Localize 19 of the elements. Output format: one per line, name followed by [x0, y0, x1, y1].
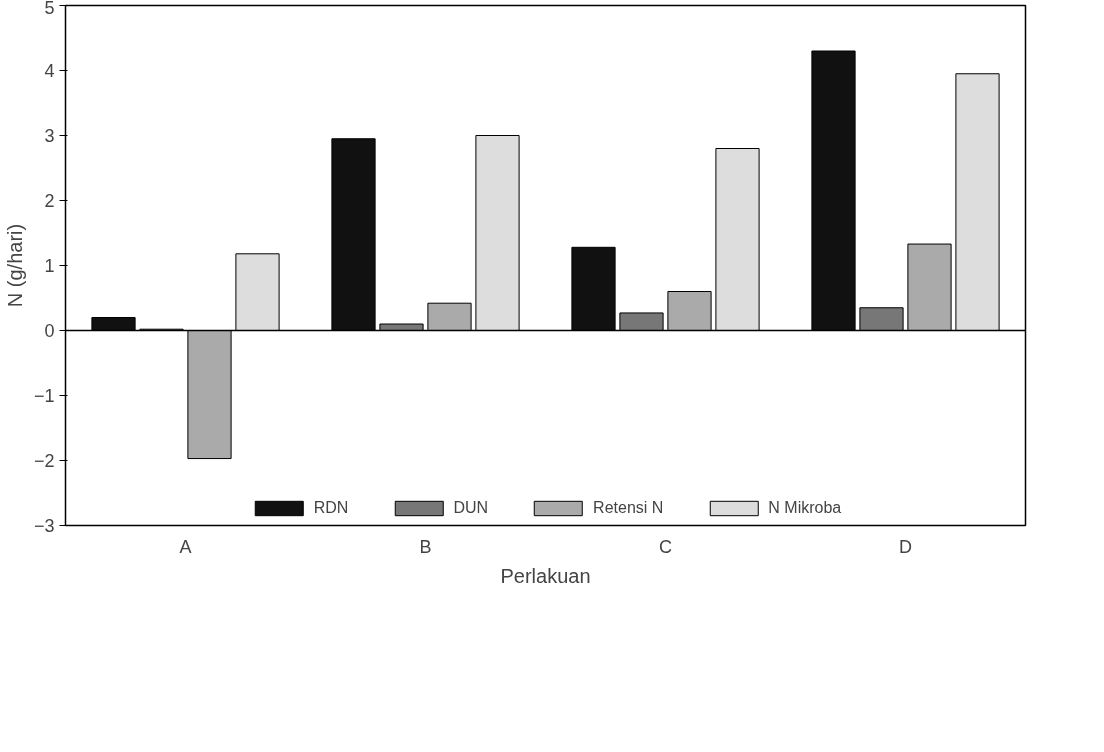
y-tick-label: 4 [44, 61, 55, 81]
x-tick-label: D [899, 536, 912, 557]
legend-label: RDN [313, 499, 349, 517]
legend-label: DUN [453, 499, 489, 517]
x-tick-label: B [419, 536, 432, 557]
y-tick-label: −1 [33, 386, 55, 406]
y-axis-title: N (g/hari) [3, 223, 26, 308]
legend-label: N Mikroba [768, 499, 842, 517]
y-tick-label: 3 [44, 126, 55, 146]
legend-label: Retensi N [593, 499, 664, 517]
x-axis-title: Perlakuan [500, 564, 591, 587]
y-tick-label: 2 [44, 191, 55, 211]
y-tick-label: 0 [44, 321, 55, 341]
x-tick-label: C [659, 536, 672, 557]
y-tick-label: 5 [44, 0, 55, 18]
y-tick-label: −3 [33, 516, 55, 536]
y-tick-label: −2 [33, 451, 55, 471]
y-tick-label: 1 [44, 256, 55, 276]
x-tick-label: A [179, 536, 192, 557]
